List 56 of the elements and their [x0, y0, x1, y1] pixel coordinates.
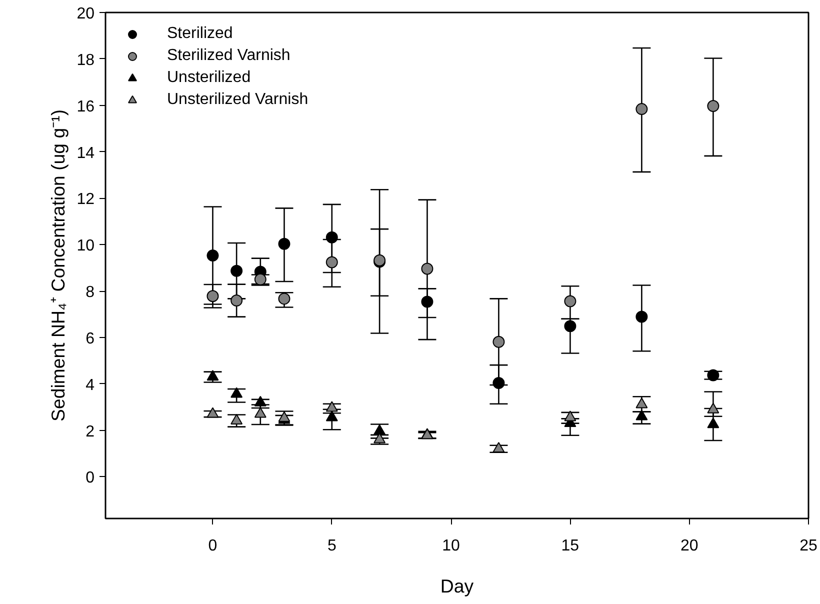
y-tick-label: 6: [86, 330, 95, 348]
x-tick-label: 15: [561, 538, 580, 554]
point: [421, 296, 434, 308]
point: [326, 401, 338, 412]
point: [230, 387, 243, 398]
point: [326, 256, 338, 268]
point: [636, 103, 648, 116]
y-tick-label: 8: [86, 284, 95, 302]
x-tick-label: 10: [442, 538, 460, 554]
point: [636, 310, 648, 323]
point: [254, 407, 266, 418]
point: [636, 410, 648, 420]
x-axis-title: Day: [440, 576, 474, 596]
point: [564, 410, 576, 422]
y-tick-label: 4: [86, 376, 95, 394]
legend-label: Unsterilized: [167, 69, 251, 87]
point: [707, 369, 720, 382]
point: [326, 231, 338, 244]
point: [707, 402, 720, 414]
point: [374, 424, 386, 435]
point: [230, 264, 243, 277]
point: [492, 442, 505, 453]
point: [421, 262, 434, 275]
point: [206, 370, 219, 381]
y-tick-label: 14: [76, 144, 95, 162]
y-tick-label: 12: [76, 191, 95, 208]
legend-label: Sterilized Varnish: [167, 47, 290, 65]
point: [707, 418, 720, 428]
point: [707, 100, 720, 112]
y-tick-label: 18: [76, 52, 95, 69]
point: [278, 292, 290, 305]
x-tick-label: 5: [327, 538, 336, 554]
point: [636, 398, 648, 408]
point: [206, 407, 219, 418]
y-tick-label: 2: [86, 423, 95, 440]
point: [230, 294, 243, 307]
y-tick-label: 20: [76, 6, 95, 22]
point: [492, 336, 505, 348]
y-tick-label: 10: [76, 238, 95, 255]
point: [254, 273, 266, 286]
point: [564, 320, 576, 332]
x-tick-label: 0: [208, 538, 218, 554]
point: [206, 250, 219, 262]
point: [564, 295, 576, 308]
point: [278, 238, 290, 250]
point: [492, 376, 505, 389]
legend-label: Sterilized: [167, 25, 233, 43]
x-tick-label: 20: [680, 538, 698, 554]
x-tick-label: 25: [800, 538, 818, 554]
point: [230, 414, 243, 424]
point: [326, 410, 338, 422]
y-tick-label: 16: [76, 98, 95, 116]
y-axis-title: Sediment NH₄⁺ Concentration (ug g⁻¹): [48, 109, 69, 422]
legend-label: Unsterilized Varnish: [167, 91, 308, 109]
point: [206, 290, 219, 302]
y-tick-label: 0: [86, 470, 95, 487]
